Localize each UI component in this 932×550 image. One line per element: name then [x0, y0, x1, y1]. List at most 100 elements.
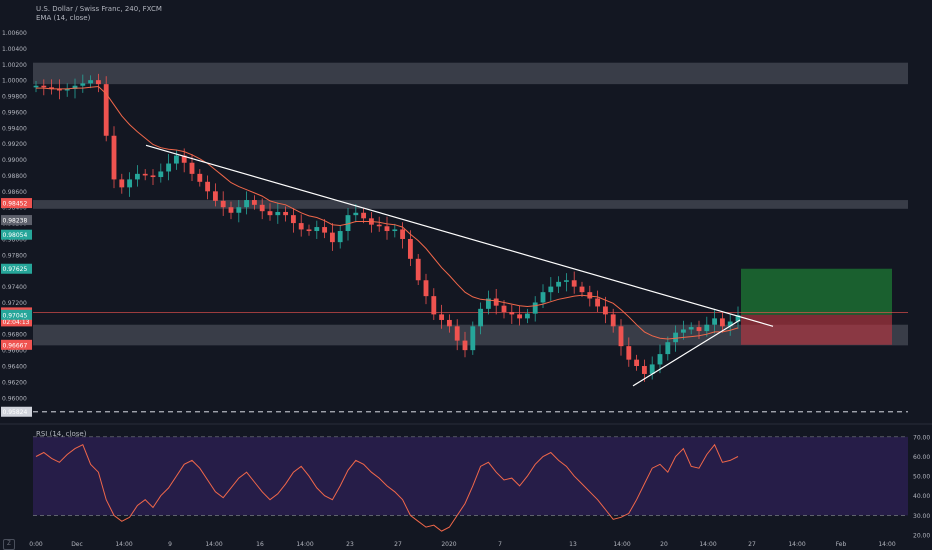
time-axis-tick-label: 16	[256, 541, 264, 548]
candle-body	[314, 227, 320, 232]
price-axis-tick-label: 1.00600	[2, 30, 27, 37]
candle-body	[509, 312, 515, 315]
candle-body	[275, 211, 281, 216]
price-label-tag: 0.96667	[1, 339, 32, 350]
candle-body	[197, 173, 203, 182]
price-label-text: 0.97625	[3, 266, 28, 273]
time-axis-tick-label: 13	[569, 541, 577, 548]
time-axis-tick-label: 7	[498, 541, 502, 548]
time-axis-tick-label: Dec	[71, 541, 83, 548]
price-label-text: 0.98452	[3, 201, 28, 208]
candle-body	[205, 181, 211, 192]
time-axis-tick-label: 0:00	[29, 541, 43, 548]
candle-body	[478, 308, 484, 327]
candle-body	[306, 229, 312, 232]
price-axis-tick-label: 0.99200	[2, 141, 27, 148]
time-axis-tick-label: 23	[346, 541, 354, 548]
candle-body	[88, 80, 94, 84]
time-axis-tick-label: 2020	[441, 541, 456, 548]
candle-body	[158, 171, 164, 178]
candle-body	[392, 229, 398, 232]
candle-body	[540, 292, 546, 303]
candle-body	[735, 315, 741, 322]
candle-body	[517, 314, 523, 319]
candle-body	[727, 321, 733, 327]
take-profit-zone	[741, 268, 892, 315]
candle-body	[134, 173, 140, 180]
time-axis-tick-label: 27	[394, 541, 402, 548]
time-axis-tick-label: Feb	[836, 541, 847, 548]
price-axis-tick-label: 0.96600	[2, 348, 27, 355]
candle-body	[400, 229, 406, 239]
rsi-band	[33, 436, 908, 516]
candle-body	[548, 286, 554, 293]
price-label-bg	[1, 406, 32, 417]
candle-body	[431, 296, 437, 315]
candle-body	[384, 226, 390, 232]
candle-body	[337, 231, 343, 243]
candle-body	[493, 298, 499, 306]
price-label-bg	[1, 198, 32, 209]
rsi-axis-tick-label: 20.00	[913, 533, 930, 540]
candle-body	[415, 258, 421, 281]
time-axis-tick-label: 14:00	[296, 541, 313, 548]
candle-body	[602, 306, 608, 315]
candle-body	[228, 207, 234, 213]
candle-body	[704, 324, 710, 332]
price-label-tag: 0.97625	[1, 263, 32, 274]
candle-body	[361, 212, 367, 219]
candle-body	[283, 211, 289, 216]
price-axis-tick-label: 0.96200	[2, 379, 27, 386]
price-axis-tick-label: 0.99600	[2, 109, 27, 116]
price-axis-tick-label: 0.98000	[2, 236, 27, 243]
support-resistance-zone	[33, 200, 908, 209]
candle-body	[680, 329, 686, 333]
candle-body	[173, 155, 179, 164]
candle-body	[111, 135, 117, 180]
candle-body	[322, 227, 328, 233]
candle-body	[501, 305, 507, 313]
ema-line	[36, 85, 739, 340]
ascending-trendline	[632, 319, 741, 387]
candle-body	[150, 175, 156, 178]
candle-body	[485, 298, 491, 309]
candle-body	[119, 179, 125, 188]
tradingview-logo-icon[interactable]: Z	[3, 539, 15, 550]
price-label-tag: 0.98452	[1, 198, 32, 209]
candle-body	[353, 212, 359, 216]
ema-indicator-label: EMA (14, close)	[36, 14, 91, 22]
candle-body	[595, 298, 601, 307]
rsi-axis-tick-label: 40.00	[913, 493, 930, 500]
candle-body	[454, 326, 460, 341]
candle-body	[649, 364, 655, 374]
candle-body	[49, 87, 55, 89]
candle-body	[298, 223, 304, 230]
price-axis-tick-label: 0.96000	[2, 395, 27, 402]
price-label-text: 0.98054	[3, 232, 28, 239]
candle-body	[423, 280, 429, 297]
candle-body	[532, 302, 538, 314]
candle-body	[376, 224, 382, 227]
candle-body	[688, 327, 694, 330]
candle-body	[696, 327, 702, 332]
time-axis-tick-label: 14:00	[613, 541, 630, 548]
candle-body	[587, 292, 593, 299]
candle-body	[95, 80, 101, 85]
candle-body	[439, 314, 445, 320]
rsi-line	[35, 443, 739, 532]
price-axis-tick-label: 0.99400	[2, 125, 27, 132]
descending-trendline	[145, 144, 774, 327]
price-axis-tick-label: 0.98400	[2, 205, 27, 212]
candle-body	[610, 314, 616, 327]
candle-body	[673, 332, 679, 343]
candle-body	[33, 85, 39, 88]
candle-body	[72, 85, 78, 89]
candle-body	[244, 200, 250, 208]
price-label-bg	[1, 339, 32, 350]
candle-body	[212, 191, 218, 201]
time-axis-tick-label: 14:00	[699, 541, 716, 548]
candle-body	[251, 200, 257, 205]
candle-body	[259, 204, 265, 212]
price-axis-tick-label: 0.97200	[2, 300, 27, 307]
